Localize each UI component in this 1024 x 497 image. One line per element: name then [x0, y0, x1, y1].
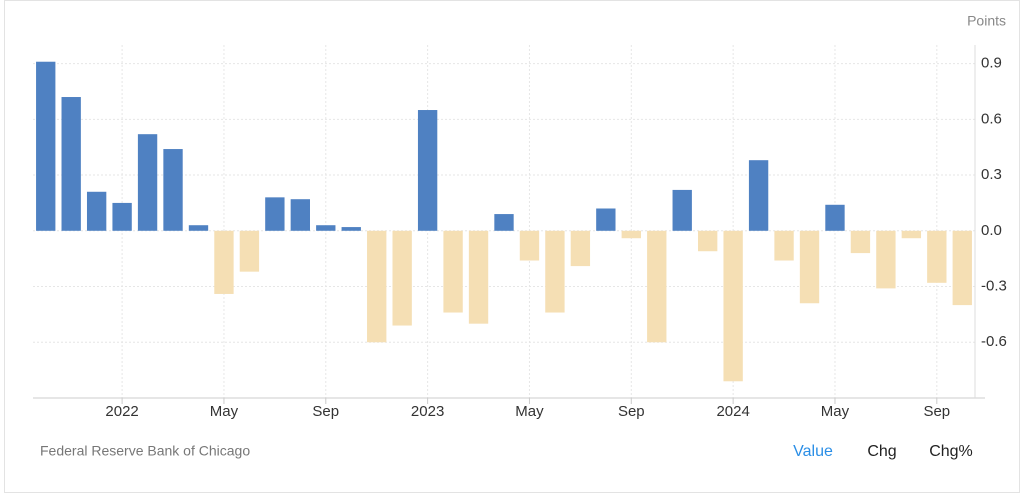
- tab[interactable]: Chg%: [929, 443, 973, 460]
- bar: [545, 230, 565, 313]
- bar: [239, 230, 260, 272]
- y-tick-label: 0.3: [981, 166, 1002, 183]
- y-tick-label: 0.9: [981, 55, 1002, 72]
- bar: [36, 61, 56, 231]
- x-tick-label: 2024: [716, 403, 749, 420]
- bar: [621, 230, 641, 239]
- bar: [137, 134, 158, 231]
- bar: [341, 227, 361, 231]
- bar: [952, 230, 972, 306]
- y-tick-label: -0.6: [981, 333, 1007, 350]
- x-tick-label: Sep: [923, 403, 950, 420]
- bar: [799, 230, 820, 304]
- bar: [188, 225, 209, 231]
- bar: [596, 208, 616, 231]
- bar: [519, 230, 540, 261]
- bar: [698, 230, 718, 252]
- bar: [367, 230, 387, 343]
- bar: [112, 202, 132, 231]
- y-tick-label: 0.6: [981, 110, 1002, 127]
- bar: [825, 204, 845, 231]
- bar: [290, 199, 310, 231]
- x-tick-label: Sep: [312, 403, 339, 420]
- bar: [468, 230, 489, 324]
- bar: [774, 230, 794, 261]
- y-axis-title: Points: [967, 13, 1006, 29]
- bar: [163, 149, 183, 231]
- bar: [214, 230, 234, 294]
- x-tick-label: 2022: [105, 403, 138, 420]
- bar: [86, 191, 107, 231]
- bar: [417, 110, 438, 231]
- bar: [392, 230, 412, 326]
- bar: [265, 197, 285, 231]
- bar: [927, 230, 947, 283]
- x-tick-label: May: [515, 403, 544, 420]
- bar: [850, 230, 871, 254]
- bar: [876, 230, 896, 289]
- bar: [647, 230, 667, 343]
- frame: [4, 0, 1020, 493]
- x-tick-label: May: [821, 403, 850, 420]
- bar: [748, 160, 769, 231]
- y-tick-label: -0.3: [981, 277, 1007, 294]
- bar: [316, 225, 336, 231]
- bar: [723, 230, 743, 382]
- y-tick-label: 0.0: [981, 222, 1002, 239]
- bar: [494, 214, 514, 231]
- tab[interactable]: Chg: [867, 443, 896, 460]
- bar: [61, 97, 81, 231]
- bar: [570, 230, 591, 267]
- x-tick-label: May: [210, 403, 239, 420]
- bar: [901, 230, 922, 239]
- tab[interactable]: Value: [793, 443, 833, 460]
- bar: [443, 230, 463, 313]
- x-tick-label: 2023: [411, 403, 444, 420]
- source: Federal Reserve Bank of Chicago: [40, 443, 250, 459]
- x-tick-label: Sep: [618, 403, 645, 420]
- bar: [672, 189, 692, 231]
